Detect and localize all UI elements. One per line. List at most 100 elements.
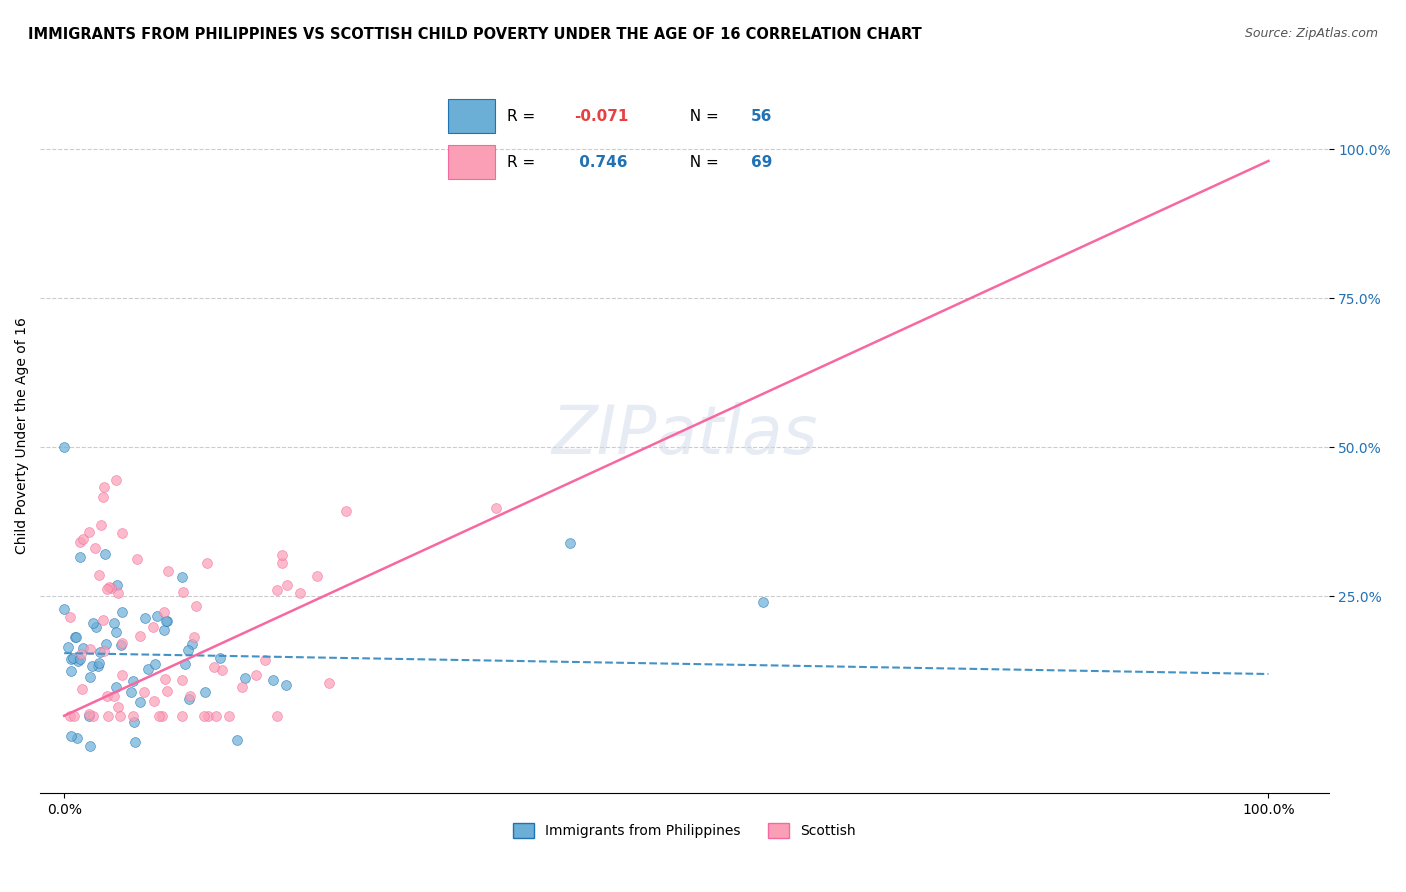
- Point: [122, 714, 145, 729]
- Point: [107, 586, 129, 600]
- Point: [87, 659, 110, 673]
- Point: [174, 657, 197, 671]
- Point: [105, 473, 128, 487]
- Point: [218, 708, 240, 723]
- Point: [179, 689, 201, 703]
- Point: [155, 615, 177, 629]
- Point: [134, 610, 156, 624]
- Point: [111, 636, 134, 650]
- Point: [111, 668, 134, 682]
- Point: [96, 582, 118, 596]
- Point: [97, 708, 120, 723]
- Point: [82, 708, 104, 723]
- Point: [89, 645, 111, 659]
- Point: [145, 608, 167, 623]
- Point: [270, 548, 292, 562]
- Point: [194, 685, 217, 699]
- Point: [136, 662, 159, 676]
- Text: ZIPatlas: ZIPatlas: [551, 402, 818, 468]
- Point: [59, 665, 82, 679]
- Text: N =: N =: [681, 155, 724, 170]
- Point: [142, 619, 165, 633]
- Point: [80, 659, 103, 673]
- Point: [197, 708, 219, 723]
- Text: R =: R =: [506, 109, 540, 124]
- Point: [124, 735, 146, 749]
- Point: [63, 708, 86, 723]
- Point: [79, 739, 101, 753]
- Point: [172, 570, 194, 584]
- Point: [204, 660, 226, 674]
- Point: [69, 652, 91, 666]
- Point: [90, 518, 112, 533]
- Point: [177, 643, 200, 657]
- Point: [183, 630, 205, 644]
- Point: [72, 641, 94, 656]
- Point: [84, 620, 107, 634]
- Text: IMMIGRANTS FROM PHILIPPINES VS SCOTTISH CHILD POVERTY UNDER THE AGE OF 16 CORREL: IMMIGRANTS FROM PHILIPPINES VS SCOTTISH …: [28, 27, 922, 42]
- Point: [266, 708, 288, 723]
- Point: [94, 548, 117, 562]
- Point: [103, 615, 125, 630]
- Point: [271, 557, 294, 571]
- Point: [82, 615, 104, 630]
- Point: [60, 652, 83, 666]
- Point: [79, 642, 101, 657]
- Point: [70, 682, 93, 697]
- Point: [107, 700, 129, 714]
- Point: [262, 673, 284, 687]
- Point: [184, 599, 207, 614]
- Point: [72, 532, 94, 546]
- Point: [195, 556, 218, 570]
- Point: [65, 630, 87, 644]
- Point: [288, 585, 311, 599]
- Text: 0.746: 0.746: [574, 155, 627, 170]
- Point: [91, 614, 114, 628]
- Y-axis label: Child Poverty Under the Age of 16: Child Poverty Under the Age of 16: [15, 317, 30, 554]
- Text: 69: 69: [751, 155, 772, 170]
- Point: [69, 549, 91, 564]
- Point: [153, 672, 176, 686]
- Point: [120, 684, 142, 698]
- Point: [65, 630, 87, 644]
- Point: [91, 490, 114, 504]
- Point: [110, 638, 132, 652]
- Text: N =: N =: [681, 109, 724, 124]
- Point: [125, 552, 148, 566]
- Point: [69, 647, 91, 661]
- Point: [266, 582, 288, 597]
- Point: [205, 708, 228, 723]
- Point: [143, 657, 166, 672]
- Text: R =: R =: [506, 155, 540, 170]
- Point: [53, 602, 76, 616]
- Point: [84, 541, 107, 555]
- Point: [231, 680, 253, 694]
- Point: [177, 692, 200, 706]
- Point: [107, 578, 129, 592]
- Legend: Immigrants from Philippines, Scottish: Immigrants from Philippines, Scottish: [508, 818, 862, 844]
- Point: [96, 689, 118, 703]
- Point: [96, 637, 118, 651]
- Point: [558, 535, 581, 549]
- Point: [56, 640, 79, 655]
- Point: [226, 732, 249, 747]
- Point: [150, 708, 173, 723]
- Point: [170, 708, 193, 723]
- Point: [105, 625, 128, 640]
- Point: [105, 680, 128, 694]
- Point: [318, 676, 340, 690]
- Point: [245, 667, 267, 681]
- Point: [170, 673, 193, 687]
- Point: [335, 504, 357, 518]
- Point: [129, 629, 152, 643]
- Point: [156, 615, 179, 629]
- Point: [156, 684, 179, 698]
- Point: [274, 678, 297, 692]
- Point: [122, 708, 145, 723]
- FancyBboxPatch shape: [447, 99, 495, 133]
- Point: [305, 569, 328, 583]
- Point: [153, 623, 176, 637]
- Text: -0.071: -0.071: [574, 109, 628, 124]
- Point: [93, 644, 115, 658]
- Point: [193, 708, 215, 723]
